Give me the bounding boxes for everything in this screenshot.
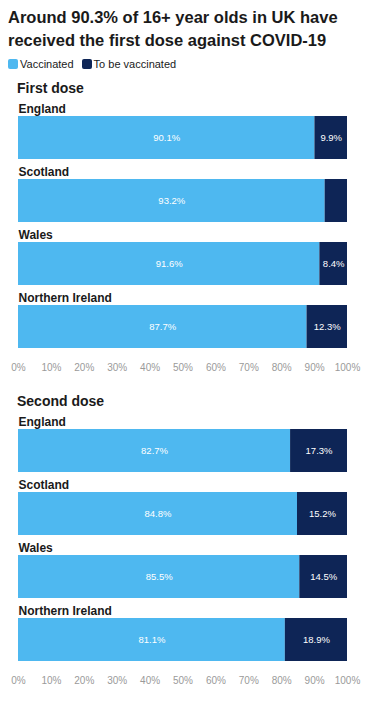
- svg-text:10%: 10%: [41, 362, 61, 373]
- svg-text:17.3%: 17.3%: [306, 445, 333, 456]
- svg-text:Northern Ireland: Northern Ireland: [19, 291, 112, 305]
- svg-text:60%: 60%: [206, 362, 226, 373]
- svg-text:0%: 0%: [11, 362, 26, 373]
- svg-text:50%: 50%: [173, 675, 193, 686]
- html-text:First dose: First dose: [17, 80, 84, 96]
- svg-text:14.5%: 14.5%: [310, 571, 337, 582]
- svg-text:0%: 0%: [11, 675, 26, 686]
- svg-text:40%: 40%: [140, 362, 160, 373]
- svg-text:100%: 100%: [335, 362, 361, 373]
- svg-text:80%: 80%: [272, 362, 292, 373]
- html-text:Second dose: Second dose: [17, 393, 105, 409]
- svg-text:80%: 80%: [272, 675, 292, 686]
- svg-text:England: England: [19, 102, 66, 116]
- svg-text:70%: 70%: [239, 675, 259, 686]
- svg-text:85.5%: 85.5%: [146, 571, 173, 582]
- svg-text:100%: 100%: [335, 675, 361, 686]
- svg-text:90.1%: 90.1%: [153, 132, 180, 143]
- html-text:Around 90.3% of 16+ year olds: Around 90.3% of 16+ year olds in UK have…: [8, 8, 338, 49]
- svg-text:82.7%: 82.7%: [141, 445, 168, 456]
- svg-text:Wales: Wales: [19, 541, 54, 555]
- svg-text:15.2%: 15.2%: [309, 508, 336, 519]
- svg-text:12.3%: 12.3%: [314, 321, 341, 332]
- svg-text:30%: 30%: [107, 362, 127, 373]
- svg-text:9.9%: 9.9%: [320, 132, 342, 143]
- html-text:To be vaccinated: To be vaccinated: [93, 58, 177, 70]
- svg-text:10%: 10%: [41, 675, 61, 686]
- svg-text:Scotland: Scotland: [19, 478, 70, 492]
- svg-text:30%: 30%: [107, 675, 127, 686]
- svg-text:50%: 50%: [173, 362, 193, 373]
- svg-text:8.4%: 8.4%: [323, 258, 345, 269]
- svg-text:84.8%: 84.8%: [145, 508, 172, 519]
- svg-text:Scotland: Scotland: [19, 165, 70, 179]
- svg-text:18.9%: 18.9%: [303, 634, 330, 645]
- svg-text:Northern Ireland: Northern Ireland: [19, 604, 112, 618]
- html-text:Vaccinated: Vaccinated: [20, 58, 74, 70]
- svg-text:Wales: Wales: [19, 228, 54, 242]
- svg-text:87.7%: 87.7%: [149, 321, 176, 332]
- svg-text:40%: 40%: [140, 675, 160, 686]
- svg-text:20%: 20%: [74, 362, 94, 373]
- svg-text:20%: 20%: [74, 675, 94, 686]
- svg-text:England: England: [19, 415, 66, 429]
- svg-text:60%: 60%: [206, 675, 226, 686]
- svg-text:90%: 90%: [305, 675, 325, 686]
- svg-text:90%: 90%: [305, 362, 325, 373]
- svg-text:70%: 70%: [239, 362, 259, 373]
- svg-text:81.1%: 81.1%: [138, 634, 165, 645]
- svg-text:91.6%: 91.6%: [156, 258, 183, 269]
- svg-text:93.2%: 93.2%: [158, 195, 185, 206]
